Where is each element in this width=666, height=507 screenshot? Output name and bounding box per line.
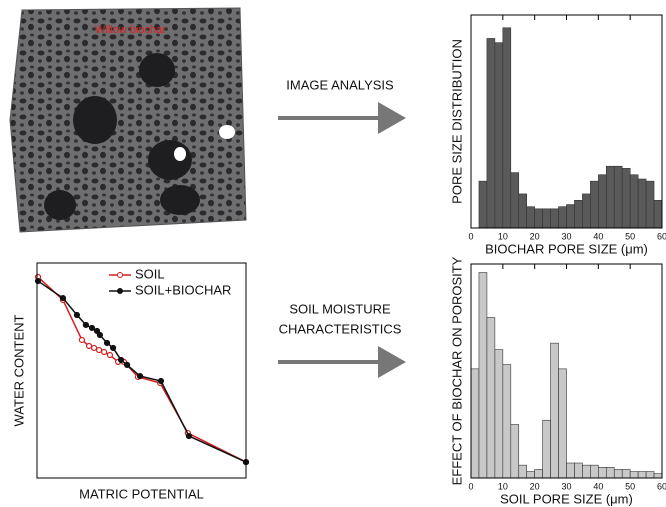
- bar: [495, 43, 503, 228]
- bar: [567, 463, 575, 478]
- x-tick-label: 60: [657, 231, 666, 241]
- bar: [535, 469, 543, 478]
- bar: [574, 200, 582, 228]
- bar: [527, 472, 535, 478]
- bar: [638, 472, 646, 478]
- point: [79, 337, 84, 342]
- point: [119, 357, 124, 362]
- bar: [590, 181, 598, 228]
- bar: [527, 207, 535, 228]
- x-tick-label: 40: [593, 231, 603, 241]
- bar: [622, 469, 630, 478]
- bar: [590, 465, 598, 478]
- x-axis-label: MATRIC POTENTIAL: [79, 486, 204, 501]
- arrow-label: IMAGE ANALYSIS: [286, 77, 394, 92]
- bar: [614, 166, 622, 228]
- point: [105, 340, 110, 345]
- x-tick-label: 20: [530, 231, 540, 241]
- x-tick-label: 10: [498, 481, 508, 491]
- y-axis-label: WATER CONTENT: [11, 314, 26, 426]
- bar: [543, 420, 551, 478]
- legend-marker: [118, 289, 123, 294]
- point: [97, 348, 102, 353]
- point: [87, 343, 92, 348]
- bar: [551, 209, 559, 228]
- bar: [479, 273, 487, 478]
- bar: [503, 28, 511, 228]
- point: [60, 296, 65, 301]
- bar: [535, 209, 543, 228]
- bar: [519, 465, 527, 478]
- x-tick-label: 50: [625, 231, 635, 241]
- x-tick-label: 30: [561, 481, 571, 491]
- bar: [511, 425, 519, 479]
- x-axis-label: BIOCHAR PORE SIZE (μm): [485, 241, 648, 256]
- bar: [559, 369, 567, 478]
- point: [102, 350, 107, 355]
- y-axis-label: PORE SIZE DISTRIBUTION: [449, 39, 464, 204]
- x-tick-label: 0: [468, 481, 473, 491]
- x-tick-label: 10: [498, 231, 508, 241]
- bar: [487, 38, 495, 228]
- x-tick-label: 30: [561, 231, 571, 241]
- bar: [567, 205, 575, 228]
- line: [38, 281, 246, 462]
- x-tick-label: 20: [530, 481, 540, 491]
- page: Willow biochar IMAGE ANALYSIS SOIL MOISTU…: [0, 0, 666, 507]
- bar: [559, 207, 567, 228]
- point: [138, 374, 143, 379]
- arrow-label: CHARACTERISTICS: [279, 321, 402, 336]
- bar: [598, 467, 606, 478]
- arrow-label: SOIL MOISTURE: [289, 301, 391, 316]
- x-tick-label: 40: [593, 481, 603, 491]
- bar: [495, 350, 503, 478]
- bar: [654, 200, 662, 228]
- point: [92, 345, 97, 350]
- bar: [582, 194, 590, 228]
- point: [125, 362, 130, 367]
- point: [83, 322, 88, 327]
- biochar-image: Willow biochar: [10, 8, 246, 232]
- bar: [606, 467, 614, 478]
- bar: [646, 472, 654, 478]
- legend-marker: [118, 273, 123, 278]
- bar: [551, 343, 559, 478]
- legend-label: SOIL+BIOCHAR: [135, 282, 231, 297]
- image-label: Willow biochar: [95, 24, 166, 36]
- point: [97, 333, 102, 338]
- point: [186, 434, 191, 439]
- x-axis-label: SOIL PORE SIZE (μm): [500, 491, 633, 506]
- point: [74, 313, 79, 318]
- bar: [519, 194, 527, 228]
- bar: [614, 469, 622, 478]
- bar: [479, 181, 487, 228]
- bar: [503, 365, 511, 478]
- bar: [606, 166, 614, 228]
- bar: [574, 463, 582, 478]
- point: [89, 325, 94, 330]
- bar: [654, 474, 662, 478]
- bar: [487, 318, 495, 479]
- point: [111, 345, 116, 350]
- bar: [471, 369, 479, 478]
- x-tick-label: 50: [625, 481, 635, 491]
- bar: [638, 179, 646, 228]
- bar: [622, 168, 630, 228]
- bar: [630, 472, 638, 478]
- x-tick-label: 60: [657, 481, 666, 491]
- bar: [598, 175, 606, 228]
- bar: [543, 209, 551, 228]
- point: [158, 379, 163, 384]
- y-axis-label: EFFECT OF BIOCHAR ON POROSITY: [449, 256, 464, 485]
- legend-label: SOIL: [135, 266, 165, 281]
- bar: [511, 173, 519, 228]
- bar: [630, 175, 638, 228]
- bar: [646, 181, 654, 228]
- figure: Willow biochar IMAGE ANALYSIS SOIL MOISTU…: [0, 0, 666, 507]
- point: [107, 353, 112, 358]
- point: [36, 279, 41, 284]
- x-tick-label: 0: [468, 231, 473, 241]
- bar: [582, 465, 590, 478]
